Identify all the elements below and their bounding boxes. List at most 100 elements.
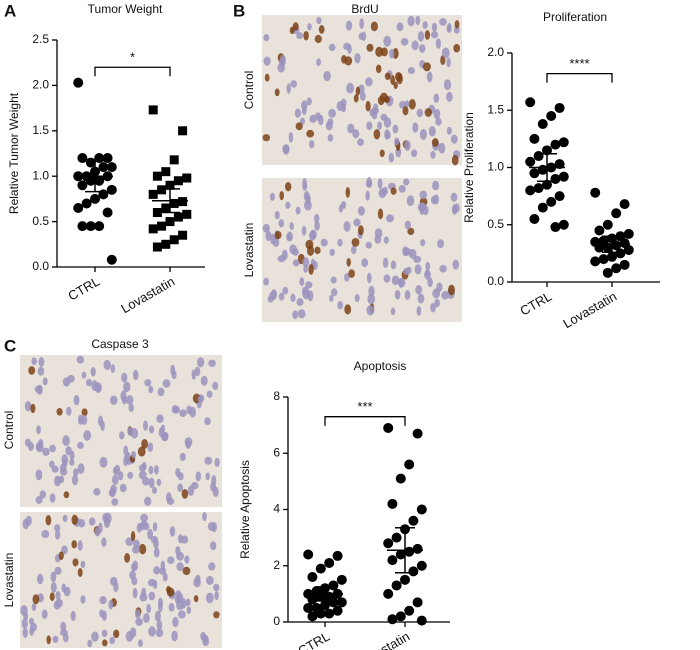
nucleus [415,285,423,295]
data-point [554,102,565,113]
nucleus [212,381,219,391]
nucleus [80,595,86,604]
nucleus [133,539,140,549]
data-point [554,191,565,202]
nucleus [204,417,211,426]
nucleus [119,431,125,440]
data-point [408,515,419,526]
nucleus [148,591,156,601]
nucleus [365,180,373,188]
y-tick-label: 2 [273,558,280,572]
nucleus [450,134,458,144]
nucleus [328,43,336,52]
nucleus [309,114,317,123]
data-point [602,242,613,253]
data-point [383,538,394,549]
nucleus [303,200,312,211]
nucleus [267,295,274,303]
nucleus [348,269,355,278]
significance-label: **** [569,56,589,71]
nucleus [281,249,288,261]
nucleus [140,513,149,522]
nucleus [408,99,416,110]
data-point [324,608,335,619]
nucleus [271,289,277,298]
nucleus [380,47,388,57]
data-point [412,543,423,554]
nucleus [184,437,193,447]
nucleus [337,301,344,310]
chart-title: Apoptosis [354,359,407,373]
nucleus [274,210,280,220]
nucleus [288,131,294,143]
nucleus [55,590,61,601]
nucleus [412,122,419,133]
data-point [611,208,622,219]
nucleus [353,94,359,103]
nucleus [184,555,190,564]
data-point [332,605,343,616]
x-tick-label: CTRL [65,274,102,304]
nucleus [124,553,131,563]
data-point [395,611,406,622]
nucleus [327,118,334,126]
nucleus [347,44,352,54]
data-point [152,242,162,252]
data-point [336,574,347,585]
data-point [529,133,540,144]
nucleus [62,459,68,467]
nucleus [432,180,440,191]
nucleus [446,57,451,68]
nucleus [320,238,328,247]
nucleus [365,100,371,112]
data-point [169,198,179,208]
data-point [615,248,626,259]
data-point [178,197,188,207]
y-axis-label: Relative Proliferation [462,112,476,223]
nucleus [393,81,398,89]
nucleus [378,188,387,199]
nucleus [176,592,184,603]
nucleus [345,186,351,198]
data-point [157,221,167,231]
data-point [157,185,167,195]
nucleus [278,219,285,228]
nucleus [28,366,36,375]
nucleus [433,108,441,120]
data-point [590,187,601,198]
nucleus [404,220,412,230]
nucleus [168,602,175,612]
nucleus [189,406,196,418]
nucleus [205,472,210,481]
nucleus [314,246,321,255]
nucleus [148,626,156,637]
data-point [106,162,117,173]
y-axis-label: Relative Apoptosis [238,460,252,559]
nucleus [292,259,300,267]
error-bar [160,188,180,214]
nucleus [309,229,317,240]
nucleus [453,43,461,53]
y-tick-label: 0.5 [32,214,49,228]
nucleus [80,560,86,569]
nucleus [61,545,68,555]
nucleus [390,187,397,195]
nucleus [451,154,459,166]
error-bar [395,527,415,574]
data-point [416,560,427,571]
significance-bracket [94,66,171,77]
nucleus [161,433,169,442]
nucleus [425,261,431,271]
y-tick-label: 2.0 [487,45,504,59]
nucleus [71,514,78,525]
data-point [529,214,540,225]
data-point [542,145,552,156]
nucleus [62,377,71,387]
nucleus [132,587,138,599]
nucleus [400,37,409,46]
nucleus [207,521,216,531]
data-point [182,209,192,219]
nucleus [135,617,143,626]
nucleus [205,592,214,604]
nucleus [22,627,28,638]
